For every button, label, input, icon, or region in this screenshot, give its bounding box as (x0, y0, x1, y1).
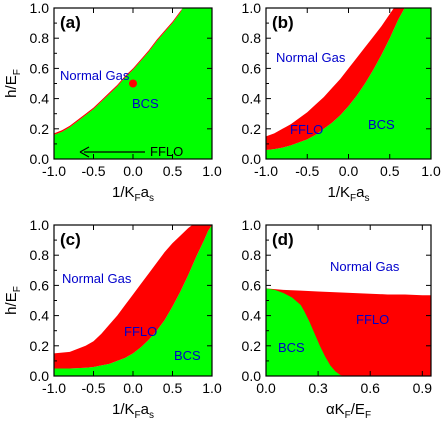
y-tick-label: 0.4 (242, 308, 262, 324)
region-label: Normal Gas (62, 271, 132, 286)
y-tick-label: 1.0 (30, 0, 50, 16)
y-tick-label: 0.4 (242, 91, 262, 107)
y-tick-label: 0.8 (30, 247, 50, 263)
bcs-region (266, 288, 346, 376)
region-label: Normal Gas (330, 259, 400, 274)
fflo-annotation: FFLO (150, 144, 183, 159)
x-tick-label: -1.0 (254, 163, 278, 179)
panel-c: 0.0 0.2 0.4 0.6 0.8 1.0 -1.0 -0.5 0.0 0.5 1.0 (c) 1/… (3, 217, 222, 421)
x-tick-label: -0.5 (81, 163, 105, 179)
x-tick-label: 0.5 (163, 163, 183, 179)
region-label: BCS (278, 340, 305, 355)
y-tick-label: 0.4 (30, 91, 50, 107)
plot-area (266, 225, 431, 376)
y-tick-label: 0.6 (242, 60, 262, 76)
bcs-region (54, 225, 212, 376)
x-axis-label: αKF/EF (326, 401, 371, 421)
x-tick-label: 0.0 (339, 163, 359, 179)
panel-label: (b) (272, 13, 294, 32)
y-tick-label: 0.8 (242, 30, 262, 46)
y-tick-label: 0.2 (242, 338, 262, 354)
x-tick-label: -1.0 (42, 380, 66, 396)
region-label: FFLO (290, 122, 323, 137)
region-label: BCS (368, 117, 395, 132)
region-label: FFLO (356, 312, 389, 327)
y-tick-label: 0.0 (242, 151, 262, 167)
x-tick-label: 1.0 (202, 380, 222, 396)
y-tick-label: 0.8 (30, 30, 50, 46)
x-tick-label: -0.5 (295, 163, 319, 179)
plot-area (54, 225, 212, 376)
region-label: BCS (132, 96, 159, 111)
marker-point (129, 79, 137, 88)
panel-b: 0.0 0.2 0.4 0.6 0.8 1.0 -1.0 -0.5 0.0 0.5 1.0 (b) 1/… (242, 0, 441, 204)
y-tick-label: 1.0 (30, 217, 50, 233)
x-tick-label: -0.5 (81, 380, 105, 396)
region-label: Normal Gas (60, 68, 130, 83)
y-axis-label: h/EF (3, 286, 23, 315)
x-axis-label: 1/KFas (328, 184, 370, 204)
y-tick-label: 0.2 (30, 121, 50, 137)
y-tick-label: 0.8 (242, 247, 262, 263)
panel-label: (d) (272, 230, 294, 249)
y-tick-label: 1.0 (242, 0, 262, 16)
fflo-region (54, 225, 212, 369)
y-tick-label: 0.2 (30, 338, 50, 354)
x-tick-label: 0.0 (123, 163, 143, 179)
y-tick-label: 0.6 (30, 60, 50, 76)
y-tick-label: 0.0 (30, 368, 50, 384)
x-tick-label: 0.5 (380, 163, 400, 179)
x-tick-label: -1.0 (42, 163, 66, 179)
x-tick-label: 0.3 (308, 380, 328, 396)
x-axis-label: 1/KFas (112, 401, 154, 421)
y-tick-label: 0.0 (242, 368, 262, 384)
fflo-region (266, 8, 405, 150)
plot-area (54, 8, 212, 159)
panel-label: (a) (60, 13, 81, 32)
region-label: BCS (174, 348, 201, 363)
panel-d: 0.0 0.2 0.4 0.6 0.8 1.0 0.0 0.3 0.6 0.9 (d) αKF/EF N… (242, 217, 433, 421)
panel-label: (c) (60, 230, 81, 249)
y-tick-label: 0.6 (242, 277, 262, 293)
y-tick-label: 0.2 (242, 121, 262, 137)
y-axis-label: h/EF (3, 69, 23, 98)
x-tick-label: 0.0 (256, 380, 276, 396)
region-label: Normal Gas (276, 50, 346, 65)
x-tick-label: 0.9 (413, 380, 433, 396)
x-tick-label: 1.0 (202, 163, 222, 179)
x-axis-label: 1/KFas (112, 184, 154, 204)
y-tick-label: 0.0 (30, 151, 50, 167)
x-tick-label: 0.0 (123, 380, 143, 396)
plot-area (266, 8, 431, 159)
bcs-region (266, 8, 431, 159)
arrow-head (79, 146, 90, 158)
region-label: FFLO (124, 324, 157, 339)
y-tick-label: 0.6 (30, 277, 50, 293)
x-tick-label: 0.6 (360, 380, 380, 396)
x-tick-label: 1.0 (421, 163, 441, 179)
y-tick-label: 1.0 (242, 217, 262, 233)
y-tick-label: 0.4 (30, 308, 50, 324)
x-tick-label: 0.5 (163, 380, 183, 396)
panel-a: 0.0 0.2 0.4 0.6 0.8 1.0 -1.0 -0.5 0.0 0.5 1.0 (a) 1/… (3, 0, 222, 204)
